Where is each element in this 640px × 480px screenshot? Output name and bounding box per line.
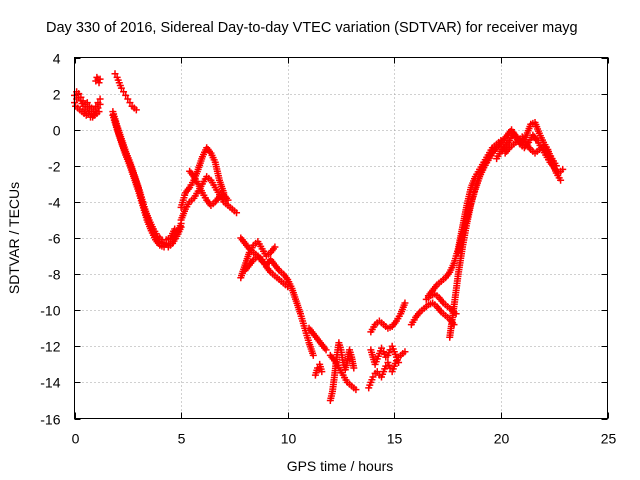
x-tick-label: 25 — [601, 431, 617, 447]
plus-marker — [92, 102, 100, 110]
x-tick-label: 0 — [72, 431, 80, 447]
plus-marker — [224, 196, 232, 204]
y-tick-label: 4 — [53, 51, 61, 67]
series-arc-r — [326, 351, 360, 394]
plus-marker — [83, 99, 91, 107]
y-tick-label: 0 — [53, 123, 61, 139]
plus-marker — [382, 362, 390, 370]
plus-marker — [120, 88, 128, 96]
x-axis-label: GPS time / hours — [287, 458, 394, 474]
series-arc-d — [92, 73, 104, 87]
x-tick-label: 10 — [281, 431, 297, 447]
x-tick-label: 15 — [387, 431, 403, 447]
plus-marker — [84, 109, 92, 117]
series-arc-h — [109, 111, 185, 251]
plus-marker — [352, 386, 360, 394]
plus-marker — [401, 299, 409, 307]
y-tick-label: -2 — [48, 159, 61, 175]
plus-marker — [233, 209, 241, 217]
plus-marker — [95, 79, 103, 87]
plus-marker — [77, 93, 85, 101]
axis-ticks — [74, 57, 609, 420]
y-tick-label: -10 — [40, 303, 60, 319]
series-arc-ac — [501, 133, 560, 170]
plus-marker — [309, 351, 317, 359]
plus-marker — [386, 346, 394, 354]
y-tick-label: -16 — [40, 412, 60, 428]
series-arc-f — [109, 108, 185, 249]
plus-marker — [96, 95, 104, 103]
plus-marker — [322, 346, 330, 354]
plus-marker — [552, 162, 560, 170]
series-arc-u — [367, 299, 409, 336]
plus-marker — [386, 364, 394, 372]
plus-marker — [177, 223, 185, 231]
series-arc-o — [305, 324, 330, 354]
series-arc-n — [241, 252, 292, 291]
plus-marker — [318, 368, 326, 376]
plus-marker — [124, 95, 132, 103]
plus-marker — [111, 70, 119, 78]
y-tick-label: -6 — [48, 231, 61, 247]
y-tick-label: -8 — [48, 267, 61, 283]
plus-marker — [378, 344, 386, 352]
plus-marker — [122, 91, 130, 99]
plus-marker — [94, 99, 102, 107]
plus-marker — [401, 348, 409, 356]
y-tick-label: -4 — [48, 195, 61, 211]
plus-marker — [557, 176, 565, 184]
chart-title: Day 330 of 2016, Sidereal Day-to-day VTE… — [46, 20, 578, 36]
plus-marker — [90, 106, 98, 114]
y-tick-label: -12 — [40, 339, 60, 355]
y-tick-labels: 4 2 0 -2 -4 -6 -8 -10 -12 -14 -16 — [40, 51, 60, 428]
plus-marker — [369, 373, 377, 381]
series-arc-y — [446, 144, 501, 341]
series-arc-k — [186, 167, 232, 210]
series-arc-t — [367, 342, 403, 368]
plus-marker — [132, 106, 140, 114]
series-arc-z — [454, 140, 505, 256]
series-arc-c — [72, 102, 103, 121]
series-arc-p — [311, 360, 326, 379]
plus-marker — [271, 243, 279, 251]
plus-marker — [284, 283, 292, 291]
plus-marker — [75, 90, 83, 98]
plus-marker — [559, 165, 567, 173]
y-tick-label: 2 — [53, 87, 61, 103]
y-axis-label: SDTVAR / TECUs — [6, 182, 22, 294]
plus-marker — [95, 108, 103, 116]
series-arc-e — [111, 70, 140, 114]
x-tick-label: 5 — [178, 431, 186, 447]
plus-marker — [117, 84, 125, 92]
y-tick-label: -14 — [40, 375, 60, 391]
grid-lines — [74, 57, 608, 419]
x-tick-label: 20 — [494, 431, 510, 447]
plus-marker — [395, 359, 403, 367]
plus-marker — [350, 364, 358, 372]
data-points — [71, 70, 567, 404]
x-tick-labels: 0 5 10 15 20 25 — [72, 431, 617, 447]
plus-marker — [373, 368, 381, 376]
plus-marker — [79, 97, 87, 105]
plot-frame — [74, 57, 608, 419]
plus-marker — [96, 75, 104, 83]
plus-marker — [126, 99, 134, 107]
